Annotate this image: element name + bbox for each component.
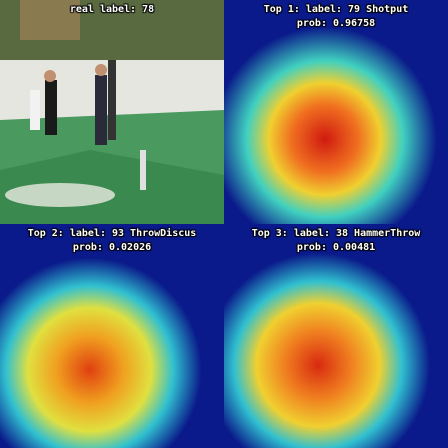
top1-label-text: Top 1: label: 79 Shotput bbox=[263, 4, 409, 15]
original-photo bbox=[0, 0, 224, 224]
top1-prob-text: prob: 0.96758 bbox=[296, 18, 376, 29]
heatmap-panel-top1: Top 1: label: 79 Shotput prob: 0.96758 bbox=[224, 0, 448, 224]
top3-label-text: Top 3: label: 38 HammerThrow bbox=[251, 228, 421, 239]
top2-label-text: Top 2: label: 93 ThrowDiscus bbox=[27, 228, 197, 239]
heatmap-panel-top2: Top 2: label: 93 ThrowDiscus prob: 0.020… bbox=[0, 224, 224, 448]
top3-prob-text: prob: 0.00481 bbox=[296, 242, 376, 253]
heatmap-top3 bbox=[224, 224, 448, 448]
heatmap-top1 bbox=[224, 0, 448, 224]
original-image-panel: real label: 78 bbox=[0, 0, 224, 224]
top2-prob-text: prob: 0.02026 bbox=[72, 242, 152, 253]
heatmap-top2 bbox=[0, 224, 224, 448]
heatmap-panel-top3: Top 3: label: 38 HammerThrow prob: 0.004… bbox=[224, 224, 448, 448]
real-label-text: real label: 78 bbox=[69, 4, 155, 15]
